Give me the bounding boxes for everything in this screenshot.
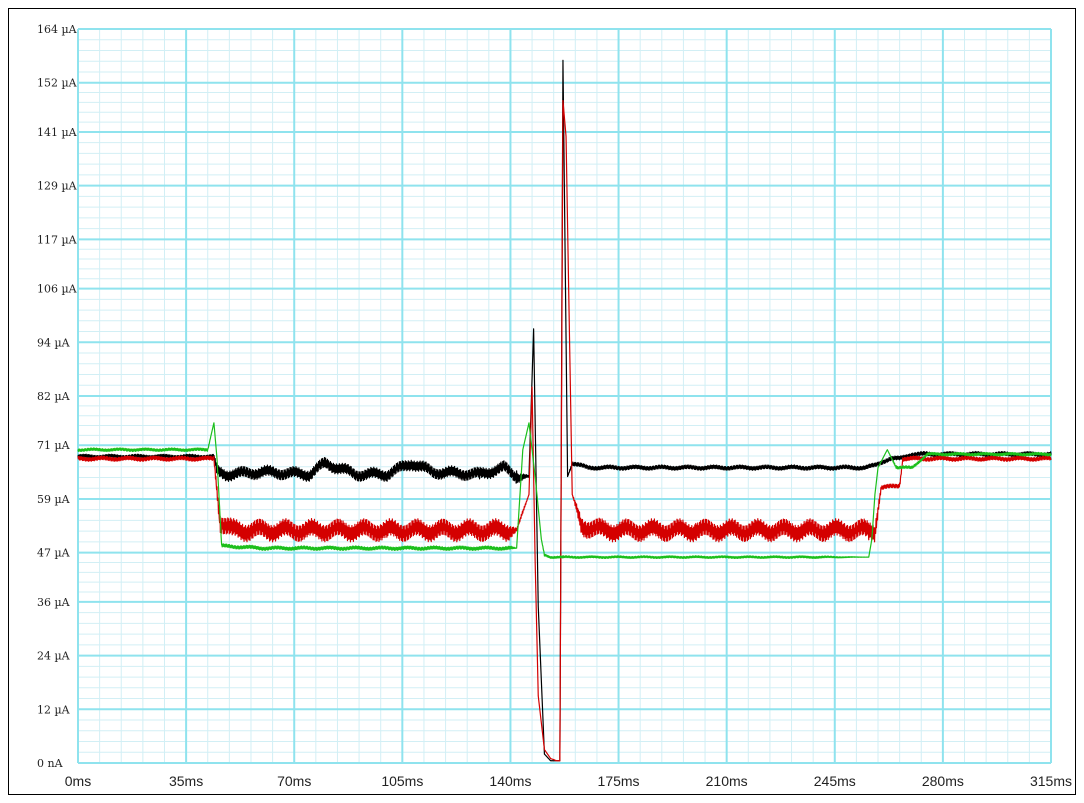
series-line-2 <box>77 100 1052 762</box>
x-tick-label: 105ms <box>381 773 423 789</box>
x-tick-label: 70ms <box>277 773 311 789</box>
y-tick-label: 47 µA <box>37 547 71 560</box>
series-line-3 <box>77 422 1052 560</box>
y-tick-label: 117 µA <box>37 233 78 246</box>
x-tick-label: 315ms <box>1030 773 1072 789</box>
y-tick-label: 94 µA <box>37 336 71 349</box>
y-tick-label: 59 µA <box>37 493 71 506</box>
series-line-1 <box>77 59 1052 762</box>
y-tick-label: 106 µA <box>37 283 78 296</box>
y-tick-label: 152 µA <box>37 77 78 90</box>
x-axis-labels: 0ms 35ms 70ms 105ms 140ms 175ms 210ms 245ms 280m… <box>65 773 1072 789</box>
x-tick-label: 245ms <box>814 773 856 789</box>
y-tick-label: 0 nA <box>37 757 64 770</box>
y-tick-label: 24 µA <box>37 650 71 663</box>
y-tick-label: 36 µA <box>37 596 71 609</box>
traces <box>77 59 1052 762</box>
x-tick-label: 175ms <box>598 773 640 789</box>
x-tick-label: 140ms <box>489 773 531 789</box>
x-tick-label: 0ms <box>65 773 91 789</box>
y-tick-label: 12 µA <box>37 703 71 716</box>
y-axis-labels: 0 nA 12 µA 24 µA 36 µA 47 µA 59 µA 71 µA 82 µA 9… <box>37 23 78 770</box>
x-tick-label: 35ms <box>169 773 203 789</box>
y-tick-label: 82 µA <box>37 390 71 403</box>
major-grid <box>77 28 1052 764</box>
y-tick-label: 129 µA <box>37 180 78 193</box>
y-tick-label: 141 µA <box>37 126 78 139</box>
y-tick-label: 71 µA <box>37 439 71 452</box>
y-tick-label: 164 µA <box>37 23 78 36</box>
x-tick-label: 210ms <box>706 773 748 789</box>
chart-frame: 0 nA 12 µA 24 µA 36 µA 47 µA 59 µA 71 µA 82 µA 9… <box>8 8 1076 795</box>
x-tick-label: 280ms <box>922 773 964 789</box>
current-vs-time-chart: 0 nA 12 µA 24 µA 36 µA 47 µA 59 µA 71 µA 82 µA 9… <box>37 23 1072 789</box>
